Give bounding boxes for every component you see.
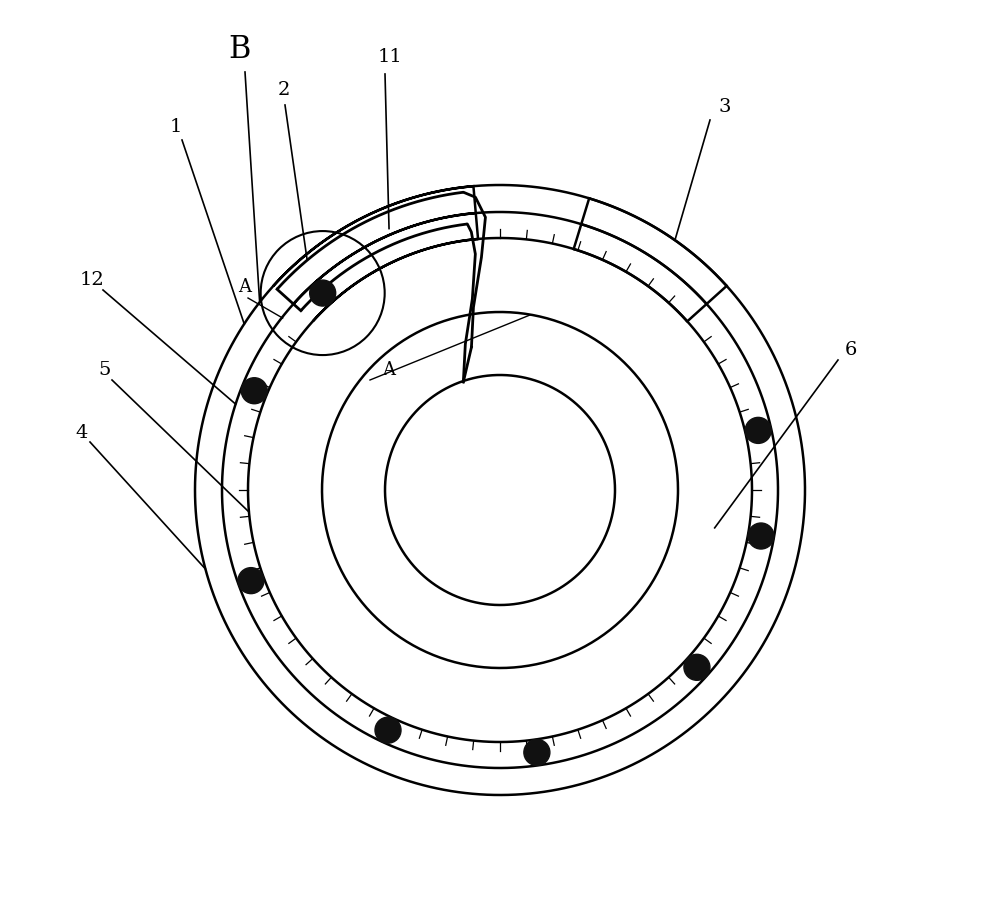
Text: 4: 4 <box>75 424 87 442</box>
Text: 6: 6 <box>845 341 857 359</box>
Text: A: A <box>382 361 395 379</box>
Text: B: B <box>228 34 250 65</box>
Circle shape <box>238 568 264 594</box>
Text: 5: 5 <box>98 361 110 379</box>
Circle shape <box>745 418 771 443</box>
Circle shape <box>748 523 774 549</box>
Text: 3: 3 <box>718 98 730 116</box>
Text: 11: 11 <box>378 48 403 66</box>
Circle shape <box>524 739 550 765</box>
Text: 1: 1 <box>170 118 182 136</box>
Text: 12: 12 <box>80 271 105 289</box>
Text: 2: 2 <box>278 81 290 99</box>
Circle shape <box>310 280 336 306</box>
Circle shape <box>375 717 401 743</box>
Circle shape <box>684 655 710 680</box>
Circle shape <box>241 378 267 404</box>
Text: A: A <box>238 278 251 296</box>
